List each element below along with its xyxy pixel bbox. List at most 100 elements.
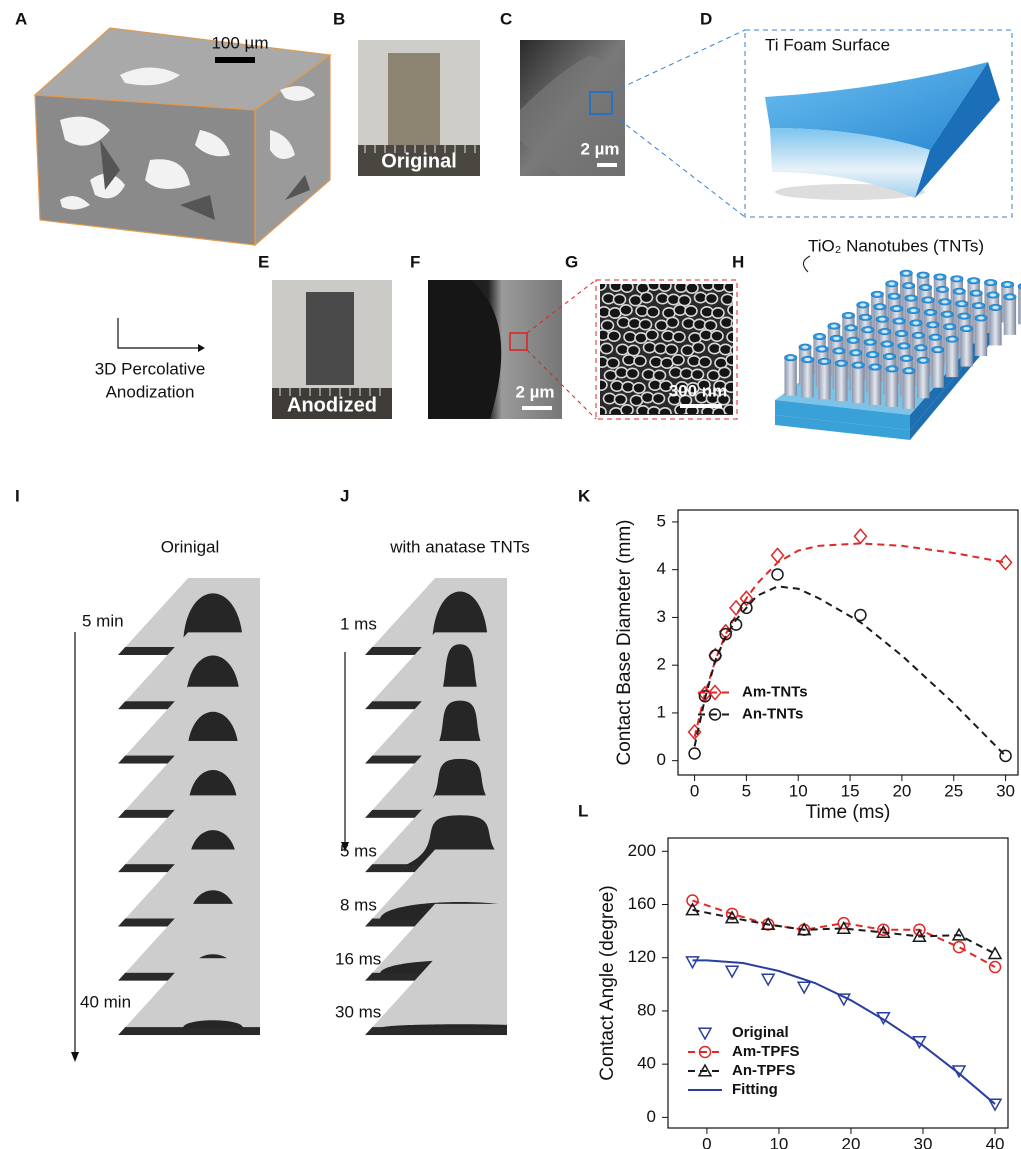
marker (1000, 750, 1011, 761)
tube-hole (870, 353, 876, 356)
tube-hole (872, 365, 878, 368)
tube-hole (925, 298, 931, 301)
pore (726, 355, 738, 365)
sem-original: 2 µm (520, 30, 745, 217)
tube-hole (788, 356, 794, 359)
scale-label: 2 µm (515, 382, 554, 401)
x-tick-label: 0 (690, 781, 699, 800)
tube-hole (908, 296, 914, 299)
tube-hole (947, 325, 953, 328)
photo-label: Original (381, 150, 457, 172)
tube (852, 365, 864, 403)
pore (724, 282, 736, 292)
tube (886, 369, 898, 407)
pore (695, 292, 707, 302)
x-tick-label: 30 (996, 781, 1015, 800)
process-label: 3D Percolative (95, 359, 206, 378)
legend-label: Am-TNTs (742, 683, 808, 700)
pore (597, 330, 609, 340)
x-tick-label: 15 (841, 781, 860, 800)
pore (603, 293, 615, 303)
tube-hole (942, 300, 948, 303)
pore (648, 407, 660, 417)
scale-label: 300 nm (669, 381, 728, 400)
y-tick-label: 40 (637, 1054, 656, 1073)
pore (618, 317, 630, 327)
chart: 04080120160200010203040Time (min)Contact… (597, 838, 1008, 1149)
tube-hole (886, 355, 892, 358)
tube-hole (949, 338, 955, 341)
fit-line (695, 586, 1006, 756)
tube (946, 339, 958, 377)
pore (685, 306, 697, 316)
pore (661, 358, 673, 368)
tube-hole (831, 324, 837, 327)
tube (784, 358, 796, 396)
pore (675, 282, 687, 292)
tube-hole (821, 360, 827, 363)
y-axis-label: Contact Angle (degree) (597, 885, 618, 1080)
time-label: 16 ms (335, 949, 381, 968)
tube-hole (903, 357, 909, 360)
pore (712, 308, 724, 318)
x-tick-label: 20 (842, 1134, 861, 1149)
marker (689, 748, 700, 759)
pore (734, 395, 746, 405)
tube-hole (932, 336, 938, 339)
tube-hole (901, 344, 907, 347)
tube-hole (848, 326, 854, 329)
tube-hole (920, 359, 926, 362)
pore (641, 292, 653, 302)
pore (596, 357, 608, 367)
pore (649, 380, 661, 390)
pore (694, 319, 706, 329)
x-tick-label: 40 (986, 1134, 1005, 1149)
y-tick-label: 200 (628, 841, 656, 860)
tube-hole (990, 293, 996, 296)
x-tick-label: 5 (742, 781, 751, 800)
pore (610, 281, 622, 291)
y-tick-label: 120 (628, 947, 656, 966)
pore (608, 331, 620, 341)
tube-hole (877, 305, 883, 308)
panel-label: K (578, 486, 591, 505)
pore (604, 393, 616, 403)
marker (855, 610, 866, 621)
tube-hole (975, 304, 981, 307)
tube-hole (903, 272, 909, 275)
tube-hole (927, 311, 933, 314)
tube-hole (1007, 295, 1013, 298)
panel-label: F (410, 252, 420, 271)
pore (659, 408, 671, 418)
tube-hole (937, 275, 943, 278)
tube-hole (978, 316, 984, 319)
pore (733, 295, 745, 305)
tube-hole (838, 362, 844, 365)
legend-label: Original (732, 1024, 789, 1041)
pore (656, 320, 668, 330)
pore (601, 343, 613, 353)
x-tick-label: 30 (914, 1134, 933, 1149)
tube-hole (819, 347, 825, 350)
pore (609, 308, 621, 318)
pore (648, 280, 660, 290)
pore (614, 294, 626, 304)
time-label: 40 min (80, 992, 131, 1011)
pore (674, 305, 686, 315)
pore (623, 355, 635, 365)
pore (655, 343, 667, 353)
tube (835, 363, 847, 401)
process-label: Anodization (106, 382, 195, 401)
pore (700, 330, 712, 340)
marker (762, 974, 774, 985)
pore (708, 370, 720, 380)
tube-hole (862, 316, 868, 319)
pore (642, 392, 654, 402)
tube-hole (889, 367, 895, 370)
photo-original: Original (358, 40, 480, 176)
pore (722, 294, 734, 304)
pore (629, 318, 641, 328)
tube-hole (1004, 283, 1010, 286)
tube-hole (833, 337, 839, 340)
tube-hole (973, 292, 979, 295)
